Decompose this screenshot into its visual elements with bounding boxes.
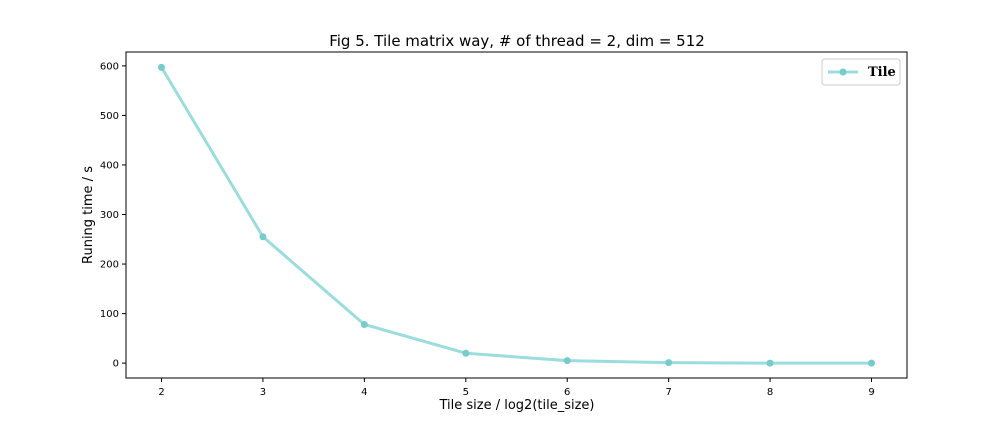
legend-marker — [839, 68, 847, 76]
y-axis-ticks: 0 100 200 300 400 500 600 — [100, 61, 126, 370]
series-line-tile — [160, 66, 872, 365]
x-tick-label: 2 — [158, 387, 164, 398]
x-tick-label: 9 — [868, 387, 874, 398]
data-point — [563, 357, 571, 365]
data-point — [868, 359, 875, 367]
y-tick-label: 100 — [100, 309, 119, 320]
x-tick-label: 8 — [767, 387, 773, 398]
x-tick-label: 7 — [665, 387, 671, 398]
chart-title: Fig 5. Tile matrix way, # of thread = 2,… — [329, 32, 705, 50]
legend-box — [821, 58, 901, 86]
y-tick-label: 300 — [100, 210, 119, 221]
data-point — [766, 359, 774, 367]
x-axis-label: Tile size / log2(tile_size) — [438, 398, 594, 413]
series-layer — [158, 63, 875, 367]
x-axis-ticks: 2 3 4 5 6 7 8 9 — [158, 378, 875, 398]
y-tick-label: 200 — [100, 260, 119, 271]
data-point — [259, 233, 267, 241]
y-axis-label: Runing time / s — [81, 166, 96, 264]
plot-frame — [125, 51, 908, 379]
y-tick-label: 500 — [100, 111, 119, 122]
x-tick-label: 5 — [463, 387, 469, 398]
x-tick-label: 3 — [260, 387, 266, 398]
y-tick-label: 0 — [113, 359, 119, 370]
y-tick-label: 400 — [100, 160, 119, 171]
y-tick-label: 600 — [100, 61, 119, 72]
legend: Tile — [821, 58, 901, 86]
legend-entry-tile: Tile — [868, 65, 896, 80]
data-point — [360, 320, 368, 328]
x-tick-label: 4 — [361, 387, 367, 398]
data-point — [462, 349, 470, 357]
data-point — [665, 359, 673, 367]
data-point — [158, 63, 165, 71]
x-tick-label: 6 — [564, 387, 570, 398]
